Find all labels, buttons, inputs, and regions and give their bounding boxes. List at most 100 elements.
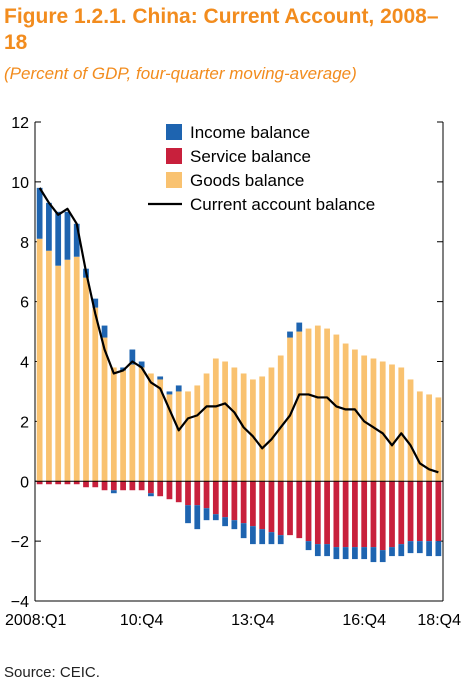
- goods-bar: [333, 334, 340, 482]
- income-bar: [64, 211, 71, 260]
- service-bar: [203, 481, 210, 509]
- income-bar: [212, 514, 219, 521]
- income-bar: [389, 547, 395, 557]
- income-bar: [185, 505, 191, 524]
- legend-label: Income balance: [190, 123, 310, 142]
- legend-swatch: [166, 148, 182, 164]
- income-bar: [194, 505, 201, 530]
- income-bar: [324, 544, 330, 557]
- income-bar: [268, 532, 275, 545]
- service-bar: [305, 481, 312, 542]
- service-bar: [370, 481, 377, 548]
- service-bar: [55, 481, 62, 485]
- goods-bar: [92, 307, 99, 482]
- x-tick-label: 18:Q4: [417, 612, 461, 629]
- income-bar: [240, 523, 247, 539]
- goods-bar: [175, 391, 182, 482]
- goods-bar: [138, 367, 145, 482]
- income-bar: [138, 361, 145, 368]
- goods-bar: [416, 391, 423, 482]
- goods-bar: [101, 337, 108, 482]
- income-bar: [277, 535, 284, 545]
- goods-bar: [46, 250, 52, 482]
- service-bar: [64, 481, 71, 485]
- service-bar: [101, 481, 108, 491]
- income-bar: [314, 544, 321, 557]
- chart-title: Figure 1.2.1. China: Current Account, 20…: [4, 5, 439, 54]
- service-bar: [416, 481, 423, 542]
- goods-bar: [157, 379, 164, 482]
- goods-bar: [129, 364, 136, 482]
- service-bar: [212, 481, 219, 515]
- income-bar: [296, 322, 303, 332]
- income-bar: [361, 547, 368, 560]
- y-tick-label: 10: [11, 175, 29, 192]
- income-bar: [435, 541, 442, 557]
- goods-bar: [250, 379, 256, 482]
- service-bar: [222, 481, 228, 518]
- goods-bar: [296, 331, 303, 482]
- goods-bar: [370, 358, 377, 482]
- y-tick-label: 2: [20, 414, 29, 431]
- goods-bar: [166, 394, 173, 482]
- legend-swatch: [166, 172, 182, 188]
- service-bar: [342, 481, 349, 548]
- legend-label: Current account balance: [190, 195, 375, 214]
- income-bar: [92, 298, 99, 308]
- service-bar: [398, 481, 405, 545]
- income-bar: [157, 376, 164, 380]
- service-bar: [296, 481, 303, 539]
- service-bar: [185, 481, 191, 506]
- service-bar: [389, 481, 395, 548]
- goods-bar: [389, 364, 395, 482]
- income-bar: [398, 544, 405, 557]
- y-tick-label: 12: [11, 115, 29, 132]
- service-bar: [268, 481, 275, 533]
- income-bar: [333, 547, 340, 560]
- service-bar: [407, 481, 414, 542]
- goods-bar: [426, 394, 432, 482]
- y-tick-label: 6: [20, 295, 29, 312]
- service-bar: [166, 481, 173, 500]
- service-bar: [110, 481, 117, 491]
- goods-bar: [435, 397, 442, 482]
- income-bar: [342, 547, 349, 560]
- goods-bar: [342, 343, 349, 482]
- service-bar: [92, 481, 99, 488]
- legend-label: Goods balance: [190, 171, 304, 190]
- chart-subtitle: (Percent of GDP, four-quarter moving-ave…: [4, 64, 357, 83]
- income-bar: [222, 517, 228, 527]
- service-bar: [259, 481, 266, 530]
- goods-bar: [148, 373, 154, 482]
- legend: Income balance Service balance Goods balan…: [148, 123, 375, 214]
- service-bar: [138, 481, 145, 491]
- service-bar: [240, 481, 247, 524]
- y-tick-label: −4: [11, 594, 29, 611]
- goods-bar: [83, 277, 89, 482]
- goods-bar: [194, 385, 201, 482]
- service-bar: [46, 481, 52, 485]
- income-bar: [129, 349, 136, 365]
- income-bar: [379, 550, 386, 563]
- goods-bar: [120, 370, 126, 482]
- goods-bar: [398, 367, 405, 482]
- chart-source: Source: CEIC.: [4, 664, 100, 681]
- service-bar: [333, 481, 340, 548]
- goods-bar: [185, 391, 191, 482]
- income-bar: [250, 526, 256, 545]
- income-bar: [110, 490, 117, 494]
- goods-bar: [361, 355, 368, 482]
- service-bar: [175, 481, 182, 503]
- service-bar: [250, 481, 256, 527]
- service-bar: [324, 481, 330, 545]
- goods-bar: [305, 328, 312, 482]
- y-tick-label: 4: [20, 355, 29, 372]
- y-tick-label: 0: [20, 474, 29, 491]
- goods-bar: [407, 379, 414, 482]
- x-tick-label: 10:Q4: [120, 612, 164, 629]
- goods-bar: [212, 358, 219, 482]
- income-bar: [416, 541, 423, 554]
- service-bar: [231, 481, 238, 521]
- goods-bar: [110, 367, 117, 482]
- service-bar: [277, 481, 284, 536]
